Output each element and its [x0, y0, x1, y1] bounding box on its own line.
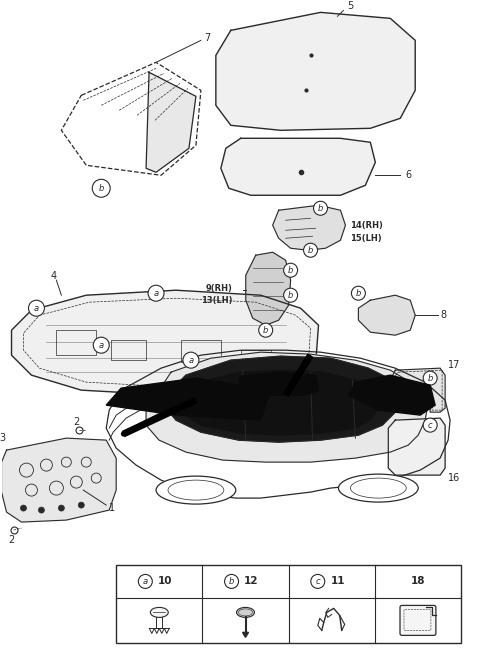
Text: b: b	[98, 184, 104, 193]
Text: 4: 4	[50, 271, 57, 281]
Polygon shape	[359, 295, 415, 335]
Text: a: a	[34, 304, 39, 313]
Circle shape	[28, 300, 45, 316]
Bar	[241, 350, 271, 368]
Text: 1: 1	[109, 503, 115, 513]
Polygon shape	[176, 370, 378, 435]
Bar	[56, 330, 96, 355]
Polygon shape	[246, 252, 290, 325]
Text: b: b	[308, 246, 313, 255]
Polygon shape	[348, 375, 435, 415]
Circle shape	[284, 288, 298, 302]
Text: a: a	[188, 356, 193, 365]
Circle shape	[423, 371, 437, 385]
Text: c: c	[315, 577, 320, 586]
Bar	[111, 340, 146, 360]
Circle shape	[183, 352, 199, 368]
Ellipse shape	[237, 607, 254, 617]
Polygon shape	[221, 138, 375, 195]
Text: 9(RH): 9(RH)	[206, 284, 233, 293]
Circle shape	[92, 179, 110, 197]
Text: 16: 16	[448, 473, 460, 483]
Circle shape	[311, 574, 325, 589]
Ellipse shape	[156, 476, 236, 504]
Text: b: b	[428, 374, 433, 383]
Text: b: b	[318, 204, 323, 213]
Circle shape	[93, 337, 109, 353]
Text: 2: 2	[8, 535, 15, 545]
Text: 18: 18	[411, 576, 425, 587]
Text: 10: 10	[158, 576, 172, 587]
Circle shape	[78, 502, 84, 508]
Circle shape	[233, 380, 249, 396]
Circle shape	[225, 574, 239, 589]
Text: 8: 8	[440, 310, 446, 320]
Polygon shape	[273, 205, 346, 251]
Circle shape	[313, 201, 327, 215]
Circle shape	[38, 507, 45, 513]
Text: 5: 5	[348, 1, 354, 12]
Polygon shape	[242, 632, 249, 637]
Polygon shape	[390, 368, 445, 412]
Text: a: a	[99, 341, 104, 350]
Polygon shape	[1, 438, 116, 522]
Bar	[181, 340, 221, 362]
Circle shape	[59, 505, 64, 511]
Text: 12: 12	[244, 576, 259, 587]
Circle shape	[303, 243, 318, 257]
Text: a: a	[238, 384, 243, 393]
Text: 13(LH): 13(LH)	[201, 296, 232, 304]
Polygon shape	[216, 12, 415, 130]
Text: b: b	[229, 577, 234, 586]
Circle shape	[138, 574, 152, 589]
Text: 2: 2	[73, 417, 79, 427]
Text: b: b	[288, 291, 293, 300]
Circle shape	[351, 286, 365, 300]
FancyBboxPatch shape	[400, 606, 436, 635]
Text: a: a	[143, 577, 148, 586]
Text: 14(RH): 14(RH)	[350, 221, 384, 230]
Polygon shape	[146, 352, 428, 462]
Text: b: b	[356, 289, 361, 298]
Polygon shape	[239, 372, 319, 395]
Text: 6: 6	[405, 170, 411, 180]
Text: 7: 7	[204, 33, 210, 43]
Ellipse shape	[150, 607, 168, 617]
Text: 17: 17	[448, 360, 460, 370]
Text: b: b	[288, 265, 293, 275]
Text: a: a	[154, 289, 158, 298]
Circle shape	[148, 285, 164, 301]
Circle shape	[284, 263, 298, 277]
Polygon shape	[146, 72, 196, 172]
Circle shape	[423, 418, 437, 432]
Polygon shape	[166, 356, 400, 442]
Text: 3: 3	[0, 433, 6, 443]
Circle shape	[259, 323, 273, 337]
Text: 11: 11	[330, 576, 345, 587]
Ellipse shape	[338, 474, 418, 502]
Text: b: b	[263, 326, 268, 335]
Bar	[116, 565, 461, 643]
Circle shape	[21, 505, 26, 511]
Polygon shape	[388, 418, 445, 475]
Polygon shape	[12, 290, 319, 395]
Text: 15(LH): 15(LH)	[350, 234, 382, 243]
Text: c: c	[428, 421, 432, 430]
Polygon shape	[106, 378, 271, 420]
